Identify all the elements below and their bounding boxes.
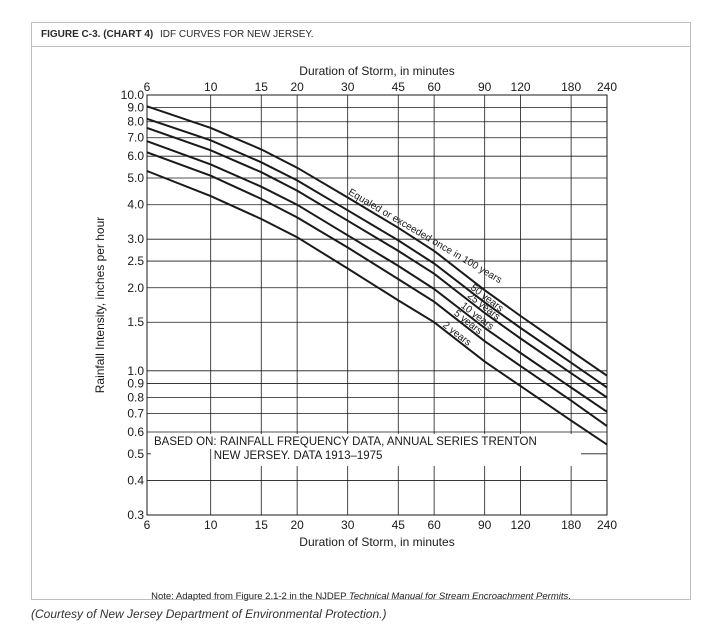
y-tick-label: 0.7	[127, 407, 144, 421]
y-tick-label: 7.0	[127, 131, 144, 145]
y-tick-label: 5.0	[127, 171, 144, 185]
y-tick-label: 10.0	[121, 88, 145, 102]
y-tick-label: 6.0	[127, 149, 144, 163]
x-tick-label-bottom: 240	[597, 518, 617, 532]
curve-label-100-years: Equaled or exceeded once in 100 years	[346, 187, 503, 286]
x-tick-label-top: 60	[427, 80, 441, 94]
x-tick-label-bottom: 120	[511, 518, 531, 532]
figure-header: FIGURE C-3. (CHART 4) IDF CURVES FOR NEW…	[32, 23, 690, 47]
y-axis-label: Rainfall Intensity, inches per hour	[93, 217, 107, 394]
x-tick-label-bottom: 20	[290, 518, 304, 532]
y-tick-label: 2.5	[127, 254, 144, 268]
x-tick-label-bottom: 90	[478, 518, 492, 532]
figure-title: IDF CURVES FOR NEW JERSEY.	[160, 29, 314, 40]
y-tick-label: 0.9	[127, 376, 144, 390]
annotation-line-1: BASED ON: RAINFALL FREQUENCY DATA, ANNUA…	[154, 436, 537, 448]
y-tick-label: 0.4	[127, 474, 144, 488]
x-tick-label-bottom: 6	[144, 518, 151, 532]
x-tick-label-top: 6	[144, 80, 151, 94]
y-tick-label: 1.0	[127, 364, 144, 378]
y-tick-label: 0.5	[127, 447, 144, 461]
series-line-50-years	[146, 117, 608, 389]
y-tick-label: 9.0	[127, 101, 144, 115]
x-tick-label-top: 45	[392, 80, 406, 94]
y-tick-label: 0.3	[127, 508, 144, 522]
y-tick-label: 4.0	[127, 198, 144, 212]
y-tick-label: 3.0	[127, 232, 144, 246]
x-tick-label-top: 180	[561, 80, 581, 94]
tick-labels: 6 6 10 10 15 15 20 20 30 30 45 45 60 60 90 90 120 120 180 1…	[121, 80, 618, 532]
note-suffix: .	[568, 591, 571, 602]
x-tick-label-top: 90	[478, 80, 492, 94]
plot-border	[146, 94, 608, 516]
x-tick-label-top: 20	[290, 80, 304, 94]
x-tick-label-bottom: 10	[204, 518, 218, 532]
x-tick-label-bottom: 180	[561, 518, 581, 532]
y-tick-label: 0.8	[127, 391, 144, 405]
x-tick-label-bottom: 45	[392, 518, 406, 532]
idf-chart: Equaled or exceeded once in 100 years50 …	[93, 64, 618, 549]
annotation-line-2: NEW JERSEY. DATA 1913–1975	[214, 450, 383, 462]
x-tick-label-bottom: 30	[341, 518, 355, 532]
series-line-5-years	[146, 151, 608, 427]
y-tick-label: 8.0	[127, 115, 144, 129]
y-tick-label: 0.6	[127, 425, 144, 439]
figure-label: FIGURE C-3. (CHART 4)	[41, 29, 154, 40]
annotation-layer: Equaled or exceeded once in 100 years50 …	[151, 187, 581, 466]
x-tick-label-top: 30	[341, 80, 355, 94]
x-tick-label-bottom: 60	[427, 518, 441, 532]
x-tick-label-top: 120	[511, 80, 531, 94]
figure-frame: FIGURE C-3. (CHART 4) IDF CURVES FOR NEW…	[31, 22, 691, 602]
x-axis-label-bottom: Duration of Storm, in minutes	[299, 535, 454, 549]
x-tick-label-top: 15	[255, 80, 269, 94]
annotation-box-bg	[151, 433, 581, 466]
y-tick-label: 1.5	[127, 315, 144, 329]
series-line-25-years	[146, 126, 608, 399]
x-tick-label-top: 240	[597, 80, 617, 94]
note-manual-title: Technical Manual for Stream Encroachment…	[348, 591, 569, 602]
series-line-2-years	[146, 170, 608, 446]
figure-note: Note: Adapted from Figure 2.1-2 in the N…	[32, 591, 690, 602]
series-layer	[146, 105, 608, 446]
figure-credit: (Courtesy of New Jersey Department of En…	[31, 607, 387, 621]
x-tick-label-bottom: 15	[255, 518, 269, 532]
series-line-10-years	[146, 140, 608, 413]
y-tick-label: 2.0	[127, 281, 144, 295]
note-prefix: Note: Adapted from Figure 2.1-2 in the N…	[151, 591, 349, 602]
x-tick-label-top: 10	[204, 80, 218, 94]
series-line-100-years	[146, 105, 608, 377]
x-axis-label-top: Duration of Storm, in minutes	[299, 64, 454, 78]
